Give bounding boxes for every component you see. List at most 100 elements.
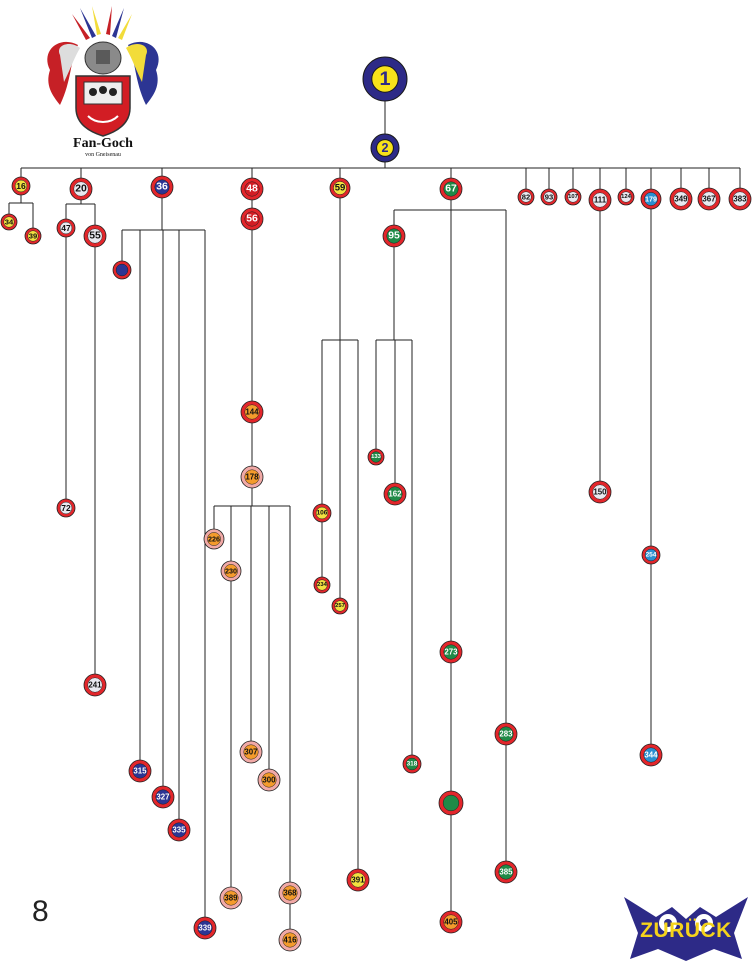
tree-edge xyxy=(121,198,206,917)
person-node[interactable]: 95 xyxy=(382,224,406,248)
person-node[interactable]: 124 xyxy=(617,188,635,206)
person-node[interactable]: 405 xyxy=(439,910,463,934)
person-node[interactable]: 16 xyxy=(11,176,31,196)
person-node[interactable] xyxy=(112,260,132,280)
back-button-label: ZURÜCK xyxy=(640,919,732,942)
node-label: 405 xyxy=(444,918,458,927)
back-button[interactable]: ZURÜCK xyxy=(622,893,750,963)
node-core xyxy=(387,486,403,502)
node-label: 234 xyxy=(317,582,327,588)
node-label: 2 xyxy=(381,141,388,155)
person-node[interactable]: 234 xyxy=(313,576,331,594)
node-core xyxy=(244,211,260,227)
node-core xyxy=(73,181,89,197)
person-node[interactable]: 48 xyxy=(240,177,264,201)
node-core xyxy=(59,501,73,515)
person-node[interactable]: 315 xyxy=(128,759,152,783)
node-core xyxy=(443,644,459,660)
node-core xyxy=(87,677,103,693)
person-node[interactable]: 367 xyxy=(697,187,721,211)
node-label: 72 xyxy=(61,503,71,513)
person-node[interactable]: 327 xyxy=(151,785,175,809)
node-label: 315 xyxy=(133,767,147,776)
person-node[interactable]: 179 xyxy=(640,188,662,210)
node-label: 300 xyxy=(262,776,276,785)
node-label: 241 xyxy=(88,681,102,690)
node-core xyxy=(620,191,632,203)
person-node[interactable]: 93 xyxy=(540,188,558,206)
person-node[interactable]: 20 xyxy=(69,177,93,201)
person-node[interactable]: 307 xyxy=(239,740,263,764)
person-node[interactable]: 55 xyxy=(83,224,107,248)
person-node[interactable]: 273 xyxy=(439,640,463,664)
person-node[interactable]: 2 xyxy=(370,133,400,163)
tree-edge xyxy=(8,195,34,228)
node-label: 48 xyxy=(246,184,258,195)
node-label: 1 xyxy=(379,68,390,90)
person-node[interactable]: 389 xyxy=(219,886,243,910)
node-label: 257 xyxy=(335,603,345,609)
node-label: 36 xyxy=(156,182,168,193)
node-core xyxy=(333,181,347,195)
node-label: 67 xyxy=(445,184,457,195)
person-node[interactable]: 300 xyxy=(257,768,281,792)
node-label: 150 xyxy=(593,488,607,497)
person-node[interactable]: 283 xyxy=(494,722,518,746)
node-core xyxy=(643,747,659,763)
person-node[interactable]: 335 xyxy=(167,818,191,842)
person-node[interactable]: 368 xyxy=(278,881,302,905)
person-node[interactable]: 349 xyxy=(669,187,693,211)
person-node[interactable]: 39 xyxy=(24,227,42,245)
node-core xyxy=(567,191,579,203)
person-node[interactable] xyxy=(438,790,464,816)
person-node[interactable]: 111 xyxy=(588,188,612,212)
node-core xyxy=(261,772,277,788)
person-node[interactable]: 144 xyxy=(240,400,264,424)
node-label: 385 xyxy=(499,868,513,877)
person-node[interactable]: 133 xyxy=(367,448,385,466)
person-node[interactable]: 241 xyxy=(83,673,107,697)
person-node[interactable]: 56 xyxy=(240,207,264,231)
person-node[interactable]: 339 xyxy=(193,916,217,940)
person-node[interactable]: 254 xyxy=(641,545,661,565)
person-node[interactable]: 36 xyxy=(150,175,174,199)
person-node[interactable]: 59 xyxy=(329,177,351,199)
node-label: 47 xyxy=(61,223,71,233)
person-node[interactable]: 107 xyxy=(564,188,582,206)
node-core xyxy=(171,822,187,838)
person-node[interactable]: 383 xyxy=(728,187,752,211)
node-core xyxy=(87,228,103,244)
node-label: 106 xyxy=(317,510,328,517)
person-node[interactable]: 162 xyxy=(383,482,407,506)
node-core xyxy=(334,600,346,612)
person-node[interactable]: 226 xyxy=(203,528,225,550)
person-node[interactable]: 106 xyxy=(312,503,332,523)
person-node[interactable]: 391 xyxy=(346,868,370,892)
person-node[interactable]: 257 xyxy=(331,597,349,615)
node-label: 383 xyxy=(733,195,747,204)
person-node[interactable]: 82 xyxy=(517,188,535,206)
person-node[interactable]: 150 xyxy=(588,480,612,504)
person-node[interactable]: 230 xyxy=(220,560,242,582)
person-node[interactable]: 344 xyxy=(639,743,663,767)
crest-title: Fan-Goch xyxy=(73,136,133,151)
person-node[interactable]: 34 xyxy=(0,213,18,231)
person-node[interactable]: 416 xyxy=(278,928,302,952)
person-node[interactable]: 385 xyxy=(494,860,518,884)
node-core xyxy=(644,548,658,562)
node-label: 367 xyxy=(702,195,716,204)
tree-edge xyxy=(321,198,359,869)
node-core xyxy=(350,872,366,888)
node-label: 20 xyxy=(75,184,87,195)
node-label: 344 xyxy=(644,751,658,760)
person-node[interactable]: 47 xyxy=(56,218,76,238)
node-core xyxy=(498,864,514,880)
person-node[interactable]: 1 xyxy=(362,56,408,102)
tree-edge xyxy=(20,168,452,178)
person-node[interactable]: 72 xyxy=(56,498,76,518)
person-node[interactable]: 318 xyxy=(402,754,422,774)
node-core xyxy=(443,181,459,197)
person-node[interactable]: 67 xyxy=(439,177,463,201)
person-node[interactable]: 178 xyxy=(240,465,264,489)
